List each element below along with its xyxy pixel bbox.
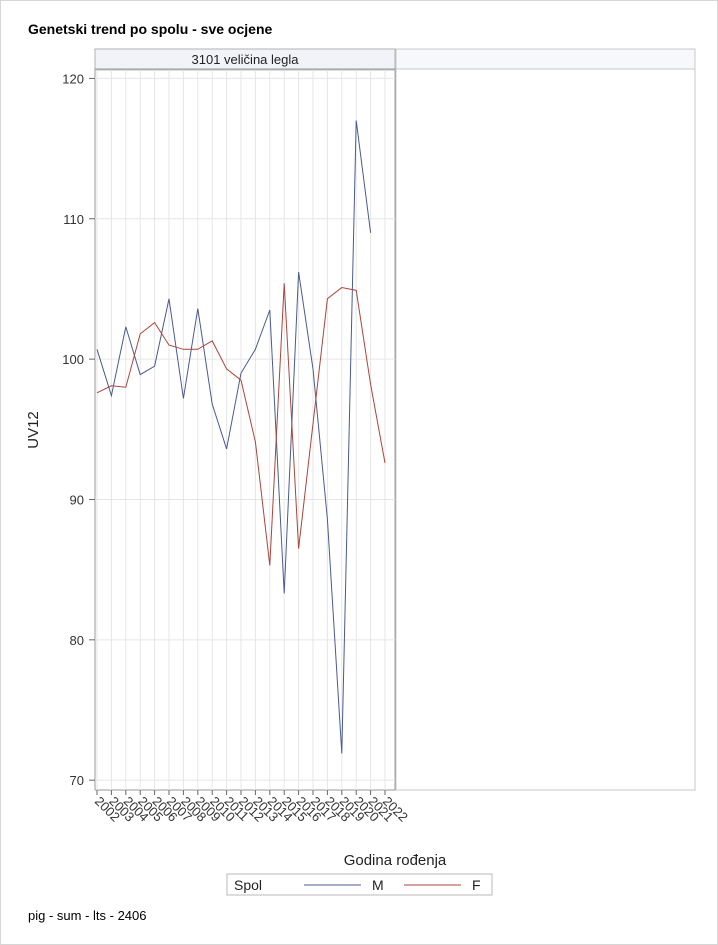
chart-title: Genetski trend po spolu - sve ocjene [28,21,273,37]
y-tick-label: 90 [70,492,84,507]
y-axis: 70 80 90 100 110 120 [62,71,95,788]
y-tick-label: 70 [70,773,84,788]
x-axis-title: Godina rođenja [344,852,447,869]
plot-area-left [94,68,396,791]
legend-label-f: F [472,877,481,893]
panel-label: 3101 veličina legla [192,52,300,67]
y-tick-label: 110 [63,212,84,227]
y-tick-label: 80 [70,633,84,648]
y-tick-label: 120 [62,71,84,86]
legend-label-m: M [372,877,384,893]
series-line-m [96,120,372,754]
plot-area-right [395,68,696,791]
panel-header-right [395,48,696,70]
y-tick-label: 100 [62,352,84,367]
series-lines [96,120,386,754]
y-axis-title: UV12 [25,411,42,449]
x-axis: 2002200320042005200620072008200920102011… [92,790,411,825]
series-line-f [96,283,386,566]
footnote: pig - sum - lts - 2406 [28,908,147,923]
legend-title: Spol [234,877,262,893]
gridlines [95,70,395,790]
